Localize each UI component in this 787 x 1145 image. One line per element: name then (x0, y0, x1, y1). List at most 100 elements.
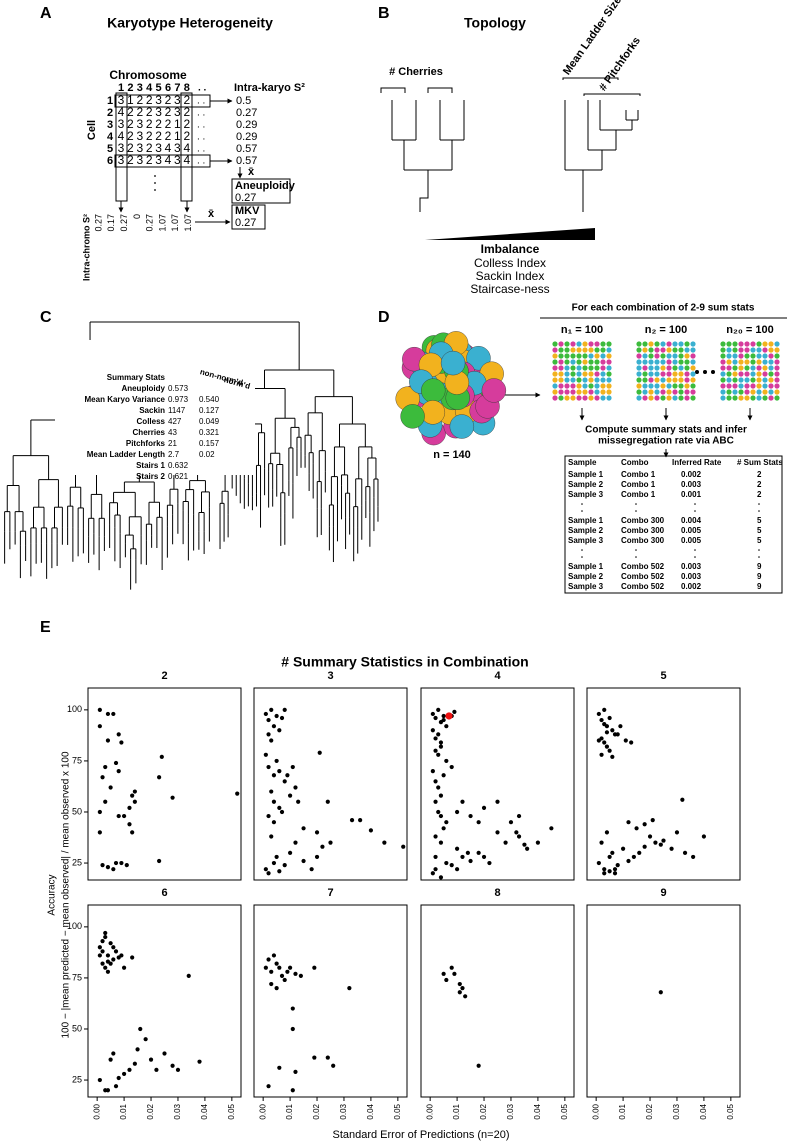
point (269, 789, 274, 794)
subsample-cell (732, 353, 738, 359)
subsample-cell (750, 383, 756, 389)
point (658, 990, 663, 995)
stats-header: Summary Stats (107, 373, 166, 382)
subsample-cell (690, 365, 696, 371)
subsample-cell (738, 377, 744, 383)
subsample-cell (576, 377, 582, 383)
point (282, 779, 287, 784)
point (274, 961, 279, 966)
point (433, 834, 438, 839)
point (108, 941, 113, 946)
table-cell: 2 (757, 470, 762, 479)
subsample-cell (738, 359, 744, 365)
subsample-cell (666, 347, 672, 353)
chart-title: # Summary Statistics in Combination (281, 654, 528, 670)
subsample-cell (732, 371, 738, 377)
copy-number: 3 (118, 153, 125, 167)
point (452, 709, 457, 714)
point (271, 724, 277, 729)
copy-number: 2 (155, 117, 162, 131)
subsample-cell (738, 383, 744, 389)
subsample-cell (678, 365, 684, 371)
copy-number: 3 (155, 105, 162, 119)
point (130, 793, 135, 798)
subsample-cell (666, 377, 672, 383)
subsample-cell (582, 347, 588, 353)
subsample-cell (552, 353, 558, 359)
point (263, 752, 268, 757)
point (282, 862, 287, 868)
subsample-cell (654, 395, 660, 401)
subsample-cell (552, 341, 558, 347)
point (430, 728, 435, 733)
subsample-cell (648, 347, 654, 353)
dot (635, 503, 637, 505)
table-cell: 0.005 (681, 536, 702, 545)
x-tick-label: 0.02 (312, 1103, 321, 1119)
subsample-cell (726, 371, 732, 377)
subsample-cell (678, 347, 684, 353)
subsample-cell (744, 353, 750, 359)
subsample-cell (720, 383, 726, 389)
copy-number: 2 (127, 141, 134, 155)
subsample-cell (588, 359, 594, 365)
point (368, 828, 374, 833)
subsample-cell (606, 341, 612, 347)
subsample-cell (648, 395, 654, 401)
imbalance-label: Imbalance (481, 242, 540, 256)
facet-title: 5 (660, 670, 666, 682)
subsample-cell (690, 353, 696, 359)
point (97, 945, 102, 950)
point (626, 820, 631, 825)
subsample-cell (678, 341, 684, 347)
point (535, 840, 541, 845)
point (105, 865, 111, 870)
subsample-cell (564, 365, 570, 371)
subsample-cell (594, 359, 600, 365)
subsample-cell (636, 371, 642, 377)
subsample-cell (684, 377, 690, 383)
cherries-label: # Cherries (389, 66, 443, 78)
point (105, 738, 111, 743)
copy-number: 1 (174, 117, 181, 131)
mkv-box (231, 204, 266, 230)
point (436, 732, 441, 737)
stat-value: 43 (168, 428, 177, 437)
dot (758, 549, 760, 551)
point (105, 1088, 111, 1093)
d-header: For each combination of 2-9 sum stats (572, 303, 755, 314)
point (325, 799, 330, 804)
table-cell: Sample 2 (568, 480, 604, 489)
y-tick-label: 100 (67, 704, 82, 714)
panel-label: D (378, 309, 390, 326)
point (159, 754, 164, 759)
subsample-cell (660, 377, 666, 383)
point (290, 1088, 295, 1093)
intra-karyo-value: 0.29 (236, 119, 257, 131)
x-tick-label: 0.02 (645, 1103, 654, 1119)
point (271, 820, 277, 825)
point (468, 858, 473, 864)
step-text: missegregation rate via ABC (598, 436, 734, 447)
subsample-cell (732, 347, 738, 353)
x-tick-label: 0.05 (227, 1103, 236, 1119)
table-cell: 5 (757, 526, 762, 535)
subsample-cell (558, 347, 564, 353)
copy-number: 2 (127, 129, 134, 143)
cell (421, 378, 446, 403)
subsample-cell (654, 383, 660, 389)
subsample-cell (600, 377, 606, 383)
point (130, 955, 135, 960)
point (116, 1075, 121, 1081)
point (293, 785, 298, 790)
subsample-cell (564, 341, 570, 347)
point (97, 707, 102, 712)
point (441, 717, 446, 723)
subsample-cell (636, 365, 642, 371)
point (433, 736, 438, 741)
subsample-cell (672, 341, 678, 347)
point (127, 1067, 132, 1072)
point (596, 711, 601, 717)
point (266, 871, 271, 876)
table-cell: Sample 3 (568, 490, 604, 499)
